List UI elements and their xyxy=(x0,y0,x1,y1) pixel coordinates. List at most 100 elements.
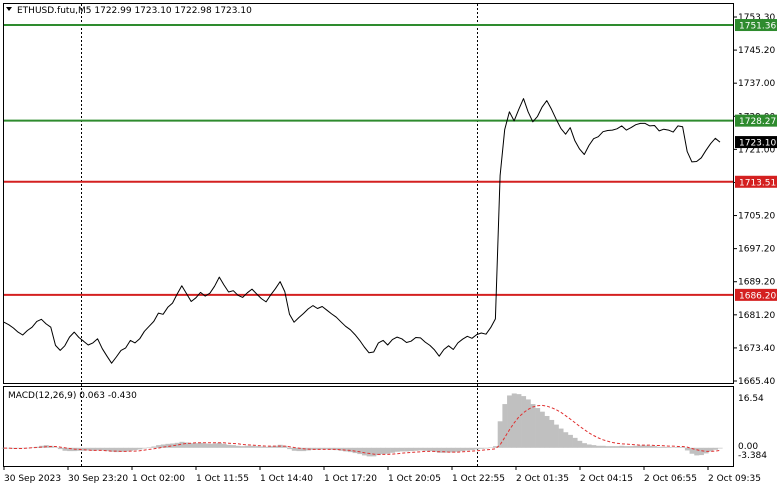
support-level-tag xyxy=(735,175,777,188)
macd-histogram-bar xyxy=(675,447,681,448)
macd-histogram-bar xyxy=(497,421,503,448)
macd-histogram-bar xyxy=(184,442,190,448)
macd-histogram-bar xyxy=(128,447,133,451)
macd-histogram-bar xyxy=(698,447,704,456)
macd-histogram-bar xyxy=(460,447,466,452)
macd-indicator xyxy=(1,393,723,457)
macd-histogram-bar xyxy=(291,447,297,451)
macd-histogram-bar xyxy=(464,447,470,451)
price-tick-label: 1673.40 xyxy=(738,344,775,354)
macd-histogram-bar xyxy=(212,443,218,448)
macd-histogram-bar xyxy=(376,447,382,456)
macd-histogram-bar xyxy=(610,446,616,448)
macd-histogram-bar xyxy=(268,446,274,448)
macd-histogram-bar xyxy=(104,447,110,452)
macd-histogram-bar xyxy=(249,445,255,448)
macd-histogram-bar xyxy=(282,445,288,448)
macd-histogram-bar xyxy=(165,443,171,448)
time-tick-label: 2 Oct 09:35 xyxy=(708,474,761,484)
support-level-label: 1686.20 xyxy=(739,291,776,301)
price-tick-label: 1705.20 xyxy=(738,212,775,222)
macd-histogram-bar xyxy=(95,447,101,451)
macd-histogram-bar xyxy=(394,447,400,452)
macd-histogram-bar xyxy=(371,447,377,457)
symbol-dropdown-icon[interactable] xyxy=(6,7,12,11)
macd-histogram-bar xyxy=(362,447,367,456)
macd-histogram-bar xyxy=(174,442,180,448)
macd-histogram-bar xyxy=(399,447,405,452)
macd-histogram-bar xyxy=(207,443,213,448)
time-tick-label: 30 Sep 2023 xyxy=(4,474,61,484)
macd-histogram-bar xyxy=(160,444,166,448)
macd-histogram-bar xyxy=(380,447,386,455)
macd-histogram-bar xyxy=(549,419,555,448)
macd-histogram-bar xyxy=(413,447,419,451)
macd-histogram-bar xyxy=(57,447,63,450)
resistance-level-label: 1751.36 xyxy=(739,22,776,32)
price-tick-label: 1745.20 xyxy=(738,46,775,56)
current-price-label: 1723.10 xyxy=(739,139,776,149)
macd-histogram-bar xyxy=(624,446,630,448)
macd-histogram-bar xyxy=(146,447,152,448)
macd-histogram-bar xyxy=(90,447,96,451)
macd-histogram-bar xyxy=(259,446,265,448)
resistance-level-tag xyxy=(735,114,777,127)
macd-histogram-bar xyxy=(516,394,522,448)
macd-histogram-bar xyxy=(493,446,499,448)
macd-histogram-bar xyxy=(216,442,222,448)
macd-tick-label: 16.54 xyxy=(738,394,764,404)
macd-histogram-bar xyxy=(507,395,513,448)
macd-histogram-bar xyxy=(170,443,176,448)
macd-histogram-bar xyxy=(666,447,672,448)
macd-histogram-bar xyxy=(619,445,625,448)
macd-histogram-bar xyxy=(652,446,658,448)
macd-histogram-bar xyxy=(245,445,250,448)
support-level-label: 1713.51 xyxy=(739,178,776,188)
macd-histogram-bar xyxy=(25,447,31,449)
time-tick-label: 1 Oct 11:55 xyxy=(196,474,249,484)
macd-histogram-bar xyxy=(142,447,148,449)
time-tick-label: 2 Oct 06:55 xyxy=(644,474,697,484)
macd-histogram-bar xyxy=(151,446,157,448)
macd-histogram-bar xyxy=(263,446,269,448)
macd-histogram-bar xyxy=(436,447,442,453)
macd-histogram-bar xyxy=(553,424,559,448)
macd-histogram-bar xyxy=(315,447,321,450)
macd-histogram-bar xyxy=(703,447,709,454)
macd-histogram-bar xyxy=(614,446,620,448)
macd-histogram-bar xyxy=(422,447,428,451)
macd-histogram-bar xyxy=(563,432,569,448)
macd-histogram-bar xyxy=(521,396,527,448)
time-tick-label: 2 Oct 04:15 xyxy=(580,474,633,484)
macd-histogram-bar xyxy=(15,447,21,449)
time-tick-label: 1 Oct 02:00 xyxy=(132,474,185,484)
time-tick-label: 1 Oct 20:05 xyxy=(388,474,441,484)
macd-histogram-bar xyxy=(478,447,484,449)
macd-histogram-bar xyxy=(385,447,391,454)
macd-histogram-bar xyxy=(511,393,517,448)
resistance-level-label: 1728.27 xyxy=(739,117,776,127)
macd-histogram-bar xyxy=(193,443,199,448)
macd-histogram-bar xyxy=(352,447,358,454)
macd-histogram-bar xyxy=(432,447,438,452)
macd-histogram-bar xyxy=(483,447,489,449)
macd-histogram-bar xyxy=(29,447,35,448)
macd-histogram-bar xyxy=(20,447,26,449)
macd-histogram-bar xyxy=(357,447,363,455)
macd-histogram-bar xyxy=(81,447,87,451)
macd-axis: 16.54 0.00-3.384 xyxy=(738,394,767,461)
macd-histogram-bar xyxy=(408,447,414,452)
macd-histogram-bar xyxy=(577,440,583,448)
macd-histogram-bar xyxy=(418,447,424,451)
macd-histogram-bar xyxy=(600,445,606,448)
price-tick-label: 1753.30 xyxy=(738,13,775,23)
macd-label: MACD(12,26,9) 0.063 -0.430 xyxy=(8,391,137,401)
macd-histogram-bar xyxy=(581,443,587,448)
macd-histogram-bar xyxy=(586,444,592,448)
time-tick-label: 1 Oct 17:20 xyxy=(324,474,377,484)
macd-histogram-bar xyxy=(287,447,293,450)
macd-histogram-bar xyxy=(530,404,536,448)
